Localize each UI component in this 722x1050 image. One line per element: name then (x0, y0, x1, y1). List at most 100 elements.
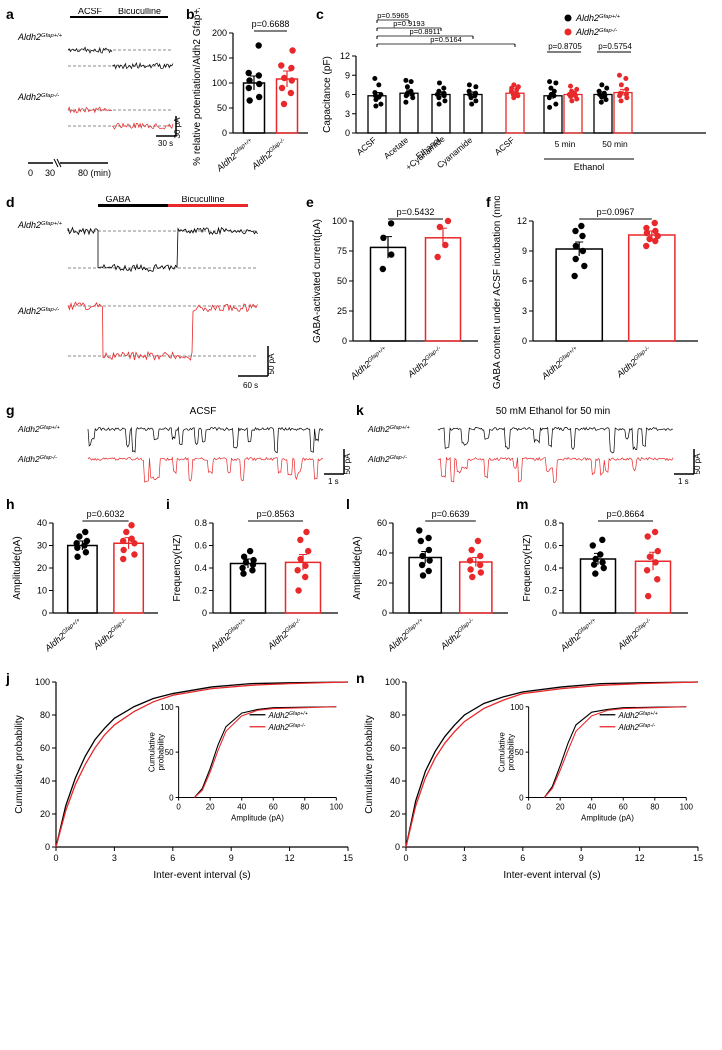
panel-g-label: g (6, 402, 15, 418)
svg-text:100: 100 (330, 803, 344, 812)
svg-text:20: 20 (37, 563, 47, 573)
svg-text:Aldh2Gfap-/-: Aldh2Gfap-/- (249, 137, 288, 172)
svg-text:Capacitance (pF): Capacitance (pF) (322, 56, 333, 133)
svg-text:Aldh2Gfap-/-: Aldh2Gfap-/- (405, 345, 444, 380)
svg-text:100: 100 (332, 216, 347, 226)
panel-f-label: f (486, 194, 491, 210)
svg-text:Inter-event interval (s): Inter-event interval (s) (153, 870, 250, 881)
svg-text:0: 0 (42, 608, 47, 618)
svg-text:0.4: 0.4 (194, 563, 207, 573)
svg-text:80: 80 (300, 803, 309, 812)
svg-text:p=0.6639: p=0.6639 (432, 509, 470, 519)
svg-text:80: 80 (390, 710, 400, 720)
svg-text:Bicuculline: Bicuculline (181, 196, 224, 204)
svg-text:Aldh2Gfap-/-: Aldh2Gfap-/- (367, 454, 407, 464)
svg-text:60: 60 (269, 803, 278, 812)
panel-m-label: m (516, 496, 528, 512)
panel-b: b 050100150200% relative potentiation/Al… (188, 8, 318, 188)
svg-text:0: 0 (552, 608, 557, 618)
svg-text:Amplitude(pA): Amplitude(pA) (352, 536, 363, 599)
svg-text:60 s: 60 s (243, 381, 258, 390)
svg-text:20: 20 (40, 809, 50, 819)
panel-d: d GABABicucullineAldh2Gfap+/+Aldh2Gfap-/… (8, 196, 308, 396)
panel-c: c 036912Capacitance (pF)Aldh2Gfap+/+Aldh… (318, 8, 714, 188)
svg-text:Aldh2Gfap+/+: Aldh2Gfap+/+ (208, 617, 250, 654)
svg-text:1 s: 1 s (678, 477, 689, 486)
svg-text:0: 0 (222, 128, 227, 138)
svg-text:50: 50 (515, 748, 524, 757)
svg-text:p=0.8664: p=0.8664 (607, 509, 645, 519)
panel-l: l 0204060Amplitude(pA)Aldh2Gfap+/+Aldh2G… (348, 498, 518, 668)
svg-text:0.2: 0.2 (194, 586, 207, 596)
svg-text:0: 0 (403, 853, 408, 863)
svg-text:Aldh2Gfap+/+: Aldh2Gfap+/+ (575, 13, 621, 23)
svg-text:0.8: 0.8 (194, 518, 207, 528)
svg-text:ACSF: ACSF (190, 406, 217, 417)
svg-text:20: 20 (377, 578, 387, 588)
svg-text:Aldh2Gfap+/+: Aldh2Gfap+/+ (618, 711, 658, 720)
svg-text:0: 0 (28, 168, 33, 178)
svg-text:Aldh2Gfap-/-: Aldh2Gfap-/- (438, 617, 477, 652)
svg-text:60: 60 (619, 803, 628, 812)
panel-n-label: n (356, 670, 365, 686)
svg-text:60: 60 (390, 743, 400, 753)
svg-text:30 pA: 30 pA (173, 117, 182, 139)
svg-text:p=0.5432: p=0.5432 (397, 207, 435, 217)
svg-text:12: 12 (340, 51, 350, 61)
figure-container: a ACSFBicucullineAldh2Gfap+/+Aldh2Gfap-/… (0, 0, 722, 890)
svg-text:p=0.8563: p=0.8563 (257, 509, 295, 519)
svg-text:0.2: 0.2 (544, 586, 557, 596)
panel-i: i 00.20.40.60.8Frequency(HZ)Aldh2Gfap+/+… (168, 498, 348, 668)
svg-text:probability: probability (507, 734, 516, 770)
svg-text:Aldh2Gfap-/-: Aldh2Gfap-/- (17, 306, 59, 316)
panel-e: e 0255075100GABA-activated current(pA)Al… (308, 196, 488, 396)
row-5: j 02040608010003691215Cumulative probabi… (8, 672, 714, 882)
svg-text:Aldh2Gfap+/+: Aldh2Gfap+/+ (348, 345, 390, 382)
svg-text:100: 100 (680, 803, 694, 812)
svg-text:0: 0 (526, 803, 531, 812)
svg-text:0: 0 (202, 608, 207, 618)
svg-text:Cumulative: Cumulative (148, 732, 157, 773)
panel-n: n 02040608010003691215Cumulative probabi… (358, 672, 708, 882)
panel-j-label: j (6, 670, 10, 686)
panel-f: f 036912GABA content under ACSF incubati… (488, 196, 708, 396)
svg-text:ACSF: ACSF (78, 8, 103, 16)
svg-text:Aldh2Gfap+/+: Aldh2Gfap+/+ (268, 711, 308, 720)
svg-text:Frequency(HZ): Frequency(HZ) (522, 534, 533, 601)
panel-b-label: b (186, 6, 195, 22)
svg-text:Aldh2Gfap-/-: Aldh2Gfap-/- (618, 723, 656, 732)
svg-text:25: 25 (337, 306, 347, 316)
svg-text:10: 10 (37, 586, 47, 596)
svg-text:GABA: GABA (105, 196, 130, 204)
svg-text:50 pA: 50 pA (267, 353, 276, 375)
panel-j: j 02040608010003691215Cumulative probabi… (8, 672, 358, 882)
row-1: a ACSFBicucullineAldh2Gfap+/+Aldh2Gfap-/… (8, 8, 714, 188)
svg-text:6: 6 (170, 853, 175, 863)
svg-text:50 min: 50 min (602, 139, 628, 149)
panel-d-label: d (6, 194, 15, 210)
svg-text:p=0.8705: p=0.8705 (548, 42, 582, 51)
svg-text:20: 20 (206, 803, 215, 812)
panel-k-label: k (356, 402, 364, 418)
panel-e-label: e (306, 194, 314, 210)
svg-text:12: 12 (517, 216, 527, 226)
svg-text:Aldh2Gfap-/-: Aldh2Gfap-/- (17, 92, 59, 102)
svg-text:200: 200 (212, 28, 227, 38)
svg-text:40: 40 (37, 518, 47, 528)
svg-text:80: 80 (40, 710, 50, 720)
svg-text:1 s: 1 s (328, 477, 339, 486)
svg-text:Cumulative probability: Cumulative probability (364, 715, 375, 813)
svg-text:0.4: 0.4 (544, 563, 557, 573)
svg-text:0: 0 (53, 853, 58, 863)
panel-l-label: l (346, 496, 350, 512)
svg-text:Amplitude(pA): Amplitude(pA) (12, 536, 23, 599)
svg-text:Amplitude (pA): Amplitude (pA) (581, 814, 634, 823)
svg-text:9: 9 (345, 70, 350, 80)
svg-text:40: 40 (390, 776, 400, 786)
svg-text:3: 3 (345, 109, 350, 119)
svg-text:40: 40 (237, 803, 246, 812)
svg-text:100: 100 (35, 677, 50, 687)
svg-text:12: 12 (635, 853, 645, 863)
panel-a: a ACSFBicucullineAldh2Gfap+/+Aldh2Gfap-/… (8, 8, 188, 188)
svg-text:15: 15 (343, 853, 353, 863)
